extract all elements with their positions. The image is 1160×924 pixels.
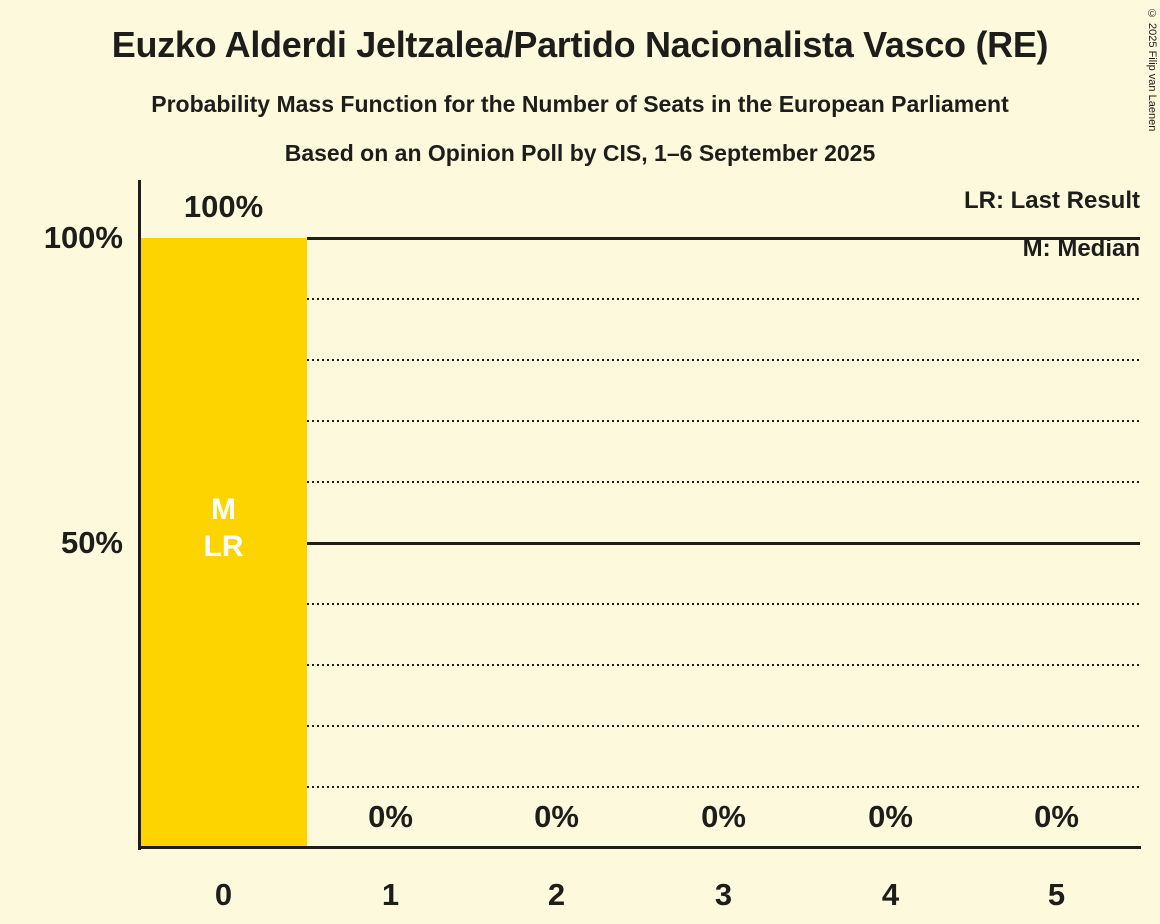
bar-value-seat-3: 0% [701,799,746,834]
bar-value-seat-4: 0% [868,799,913,834]
gridline-30 [307,664,1140,666]
gridline-60 [307,481,1140,483]
gridline-100 [307,237,1140,240]
x-axis-label-2: 2 [547,877,566,912]
y-axis-label-50: 50% [60,525,123,560]
median-marker: M [211,493,236,526]
gridline-90 [307,298,1140,300]
last-result-marker: LR [203,530,244,563]
gridline-20 [307,725,1140,727]
bar-annotation-median-lastresult: M LR [140,491,307,565]
x-axis-label-1: 1 [381,877,400,912]
gridline-40 [307,603,1140,605]
x-axis-label-4: 4 [881,877,900,912]
y-axis-line [138,180,141,850]
legend-last-result: LR: Last Result [963,187,1140,214]
copyright-notice: © 2025 Filip van Laenen [1146,8,1158,132]
bar-value-seat-2: 0% [534,799,579,834]
x-axis-line [138,846,1141,849]
gridline-50 [307,542,1140,545]
gridline-70 [307,420,1140,422]
chart-title: Euzko Alderdi Jeltzalea/Partido Nacional… [111,24,1049,65]
bar-value-seat-5: 0% [1034,799,1079,834]
x-axis-label-5: 5 [1047,877,1066,912]
gridline-10 [307,786,1140,788]
x-axis-label-3: 3 [714,877,733,912]
bar-value-seat-0: 100% [183,189,264,224]
bar-value-seat-1: 0% [368,799,413,834]
bar-seat-0 [141,238,307,848]
poll-info: Based on an Opinion Poll by CIS, 1–6 Sep… [284,140,876,166]
chart-subtitle: Probability Mass Function for the Number… [151,91,1009,117]
legend-median: M: Median [1022,235,1140,262]
y-axis-label-100: 100% [43,220,123,255]
gridline-80 [307,359,1140,361]
x-axis-label-0: 0 [214,877,233,912]
